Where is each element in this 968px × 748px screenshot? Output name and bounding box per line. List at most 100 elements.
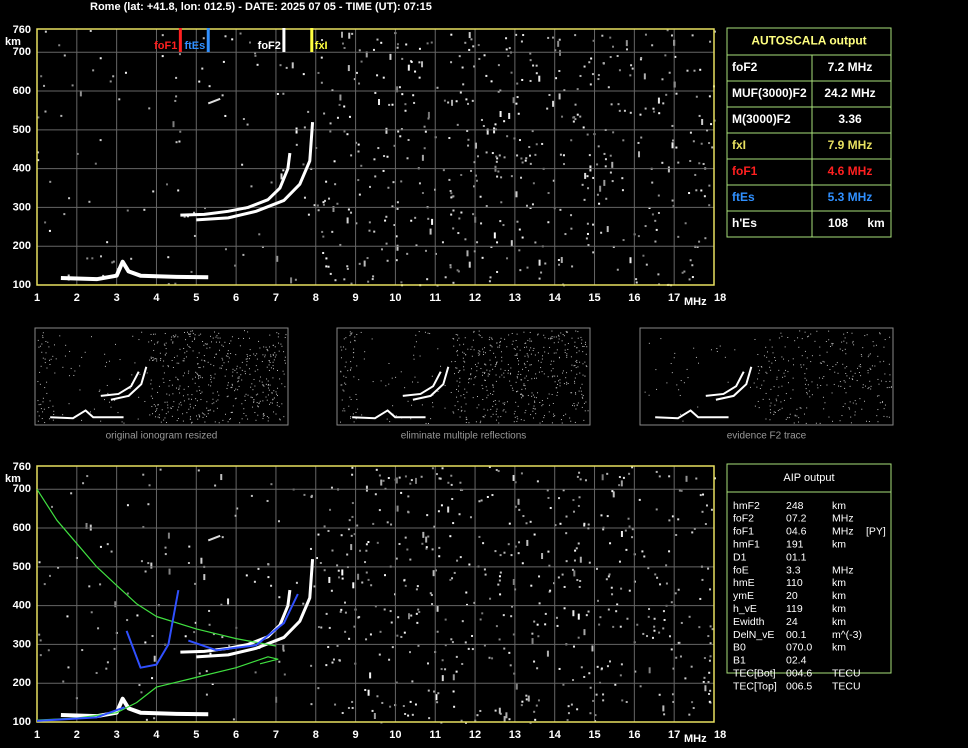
- noise-dot: [604, 165, 607, 168]
- thumb-dot: [201, 359, 203, 361]
- thumb-dot: [864, 400, 866, 402]
- thumb-dot: [769, 366, 771, 368]
- noise-dot: [359, 549, 362, 552]
- thumb-dot: [167, 411, 169, 413]
- noise-dot: [423, 147, 426, 150]
- thumb-dot: [46, 367, 48, 369]
- thumb-dot: [410, 418, 412, 420]
- noise-dot: [560, 256, 563, 263]
- thumb-dot: [490, 416, 492, 418]
- noise-dot: [520, 157, 523, 160]
- thumb-dot: [556, 387, 558, 389]
- thumb-dot: [238, 337, 240, 339]
- thumb-dot: [562, 333, 564, 335]
- noise-dot: [495, 160, 498, 163]
- y-tick-label: 700: [13, 46, 31, 58]
- noise-dot: [344, 630, 347, 633]
- thumb-dot: [463, 343, 465, 345]
- thumb-dot: [479, 353, 481, 355]
- thumb-dot: [228, 357, 230, 359]
- thumb-dot: [583, 346, 585, 348]
- noise-dot: [639, 113, 642, 116]
- thumb-dot: [459, 416, 461, 418]
- thumb-dot: [799, 407, 801, 409]
- noise-dot: [375, 468, 378, 471]
- thumb-dot: [514, 354, 516, 356]
- thumb-dot: [207, 413, 209, 415]
- noise-dot: [161, 55, 164, 58]
- noise-dot: [599, 616, 602, 619]
- thumb-dot: [229, 342, 231, 344]
- thumb-dot: [798, 417, 800, 419]
- noise-dot: [674, 592, 677, 595]
- thumb-dot: [267, 394, 269, 396]
- thumb-dot: [524, 346, 526, 348]
- thumb-dot: [198, 414, 200, 416]
- noise-dot: [348, 115, 351, 118]
- noise-dot: [177, 189, 180, 192]
- thumb-dot: [553, 360, 555, 362]
- thumb-dot: [203, 359, 205, 361]
- aip-box: [726, 463, 892, 674]
- thumb-dot: [241, 418, 243, 420]
- thumb-dot: [845, 353, 847, 355]
- noise-dot: [398, 86, 401, 89]
- noise-dot: [351, 706, 354, 709]
- thumb-dot: [202, 341, 204, 343]
- thumb-dot: [188, 370, 190, 372]
- thumb-dot: [831, 342, 833, 344]
- noise-dot: [585, 614, 588, 617]
- noise-dot: [291, 62, 294, 69]
- noise-dot: [630, 64, 633, 67]
- noise-dot: [49, 180, 52, 183]
- thumb-dot: [74, 370, 76, 372]
- noise-dot: [430, 41, 433, 44]
- thumb-dot: [98, 390, 100, 392]
- thumb-dot: [558, 356, 560, 358]
- thumb-dot: [551, 394, 553, 396]
- thumb-dot: [576, 347, 578, 349]
- thumb-dot: [883, 346, 885, 348]
- thumb-dot: [517, 373, 519, 375]
- noise-dot: [351, 700, 354, 703]
- thumb-dot: [879, 361, 881, 363]
- thumb-dot: [524, 377, 526, 379]
- noise-dot: [689, 159, 692, 162]
- noise-dot: [691, 531, 694, 534]
- thumb-dot: [107, 392, 109, 394]
- noise-dot: [339, 243, 342, 246]
- thumb-dot: [561, 422, 563, 424]
- thumb-dot: [492, 405, 494, 407]
- noise-dot: [248, 41, 251, 44]
- noise-dot: [622, 476, 625, 479]
- noise-dot: [619, 625, 622, 628]
- thumb-dot: [267, 350, 269, 352]
- thumb-dot: [341, 349, 343, 351]
- noise-dot: [621, 177, 624, 180]
- thumb-dot: [577, 331, 579, 333]
- thumb-dot: [195, 371, 197, 373]
- noise-dot: [320, 56, 323, 59]
- thumb-dot: [889, 380, 891, 382]
- noise-dot: [323, 112, 326, 115]
- x-tick-label: 9: [353, 292, 359, 304]
- thumb-dot: [188, 398, 190, 400]
- noise-dot: [387, 477, 390, 480]
- thumb-dot: [550, 370, 552, 372]
- noise-dot: [322, 235, 325, 238]
- noise-dot: [278, 596, 281, 599]
- plot-frame: [36, 465, 715, 723]
- noise-dot: [193, 211, 196, 214]
- thumb-dot: [547, 352, 549, 354]
- noise-dot: [612, 625, 615, 628]
- thumb-dot: [355, 418, 357, 420]
- thumb-dot: [550, 337, 552, 339]
- noise-dot: [438, 555, 441, 558]
- thumb-dot: [575, 392, 577, 394]
- noise-dot: [616, 54, 619, 57]
- thumb-dot: [584, 410, 586, 412]
- thumb-dot: [790, 397, 792, 399]
- noise-dot: [558, 667, 561, 670]
- noise-dot: [325, 612, 328, 615]
- thumb-dot: [259, 380, 261, 382]
